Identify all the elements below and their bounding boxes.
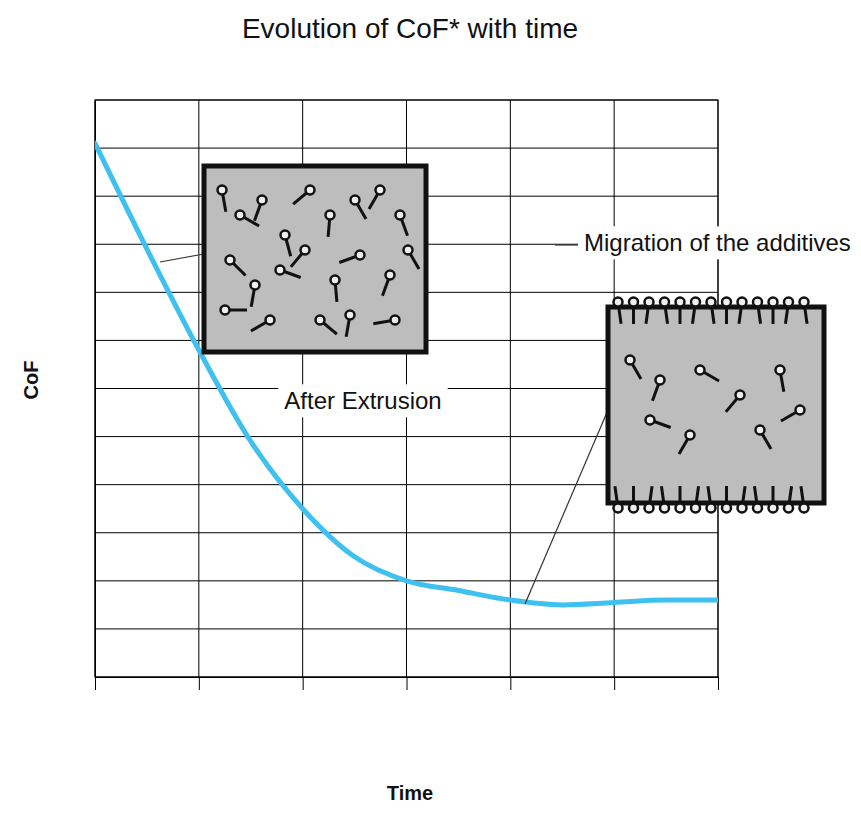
annotation: Migration of the additives (584, 229, 851, 256)
molecule-head (796, 406, 805, 415)
tick (614, 677, 615, 690)
molecule-head (226, 256, 235, 265)
molecule-head (386, 271, 395, 280)
molecule-head (645, 298, 654, 307)
molecule-head (776, 366, 785, 375)
molecule-head (738, 504, 747, 513)
inset (204, 166, 426, 352)
molecule-head (236, 211, 245, 220)
molecule-head (646, 416, 655, 425)
grid-line (95, 148, 718, 149)
molecule-head (722, 504, 731, 513)
tick (718, 677, 719, 690)
molecule-head (753, 504, 762, 513)
tick-mark (95, 677, 96, 690)
tick-mark (718, 677, 719, 690)
molecule-head (686, 431, 695, 440)
molecule-head (301, 246, 310, 255)
molecule-head (281, 231, 290, 240)
molecule-head (326, 211, 335, 220)
molecule-head (769, 298, 778, 307)
molecule-head (351, 196, 360, 205)
tick (510, 677, 511, 690)
molecule-head (707, 504, 716, 513)
leader-line (525, 410, 608, 604)
molecule-head (660, 504, 669, 513)
tick-mark (199, 677, 200, 690)
molecule-head (736, 391, 745, 400)
molecule-head (676, 504, 685, 513)
molecule-head (316, 316, 325, 325)
molecule-head (391, 316, 400, 325)
molecule-head (707, 298, 716, 307)
molecule-head (660, 298, 669, 307)
molecule-head (626, 356, 635, 365)
molecule-head (356, 251, 365, 260)
molecule-head (784, 504, 793, 513)
molecule-head (346, 311, 355, 320)
molecule-head (676, 298, 685, 307)
annotation-bg (278, 384, 447, 417)
molecule-head (276, 266, 285, 275)
molecule-head (645, 504, 654, 513)
molecule-head (756, 426, 765, 435)
leader-line (160, 254, 204, 262)
molecule-head (258, 196, 267, 205)
y-axis-title: CoF (20, 361, 42, 400)
molecule-head (614, 298, 623, 307)
molecule-head (266, 316, 275, 325)
molecule-head (306, 186, 315, 195)
molecule-head (784, 298, 793, 307)
molecule-head (656, 376, 665, 385)
molecule-head (251, 281, 260, 290)
tick-mark (510, 677, 511, 690)
grid-line (95, 532, 718, 533)
molecule-head (218, 186, 227, 195)
x-axis (96, 677, 719, 690)
tick (303, 677, 304, 690)
inset-box (608, 307, 824, 503)
tick-mark (303, 677, 304, 690)
molecule-head (404, 246, 413, 255)
molecule-head (691, 504, 700, 513)
molecule-head (396, 211, 405, 220)
tick-mark (407, 677, 408, 690)
molecule-head (331, 276, 340, 285)
inset-box (204, 166, 426, 352)
molecule-head (753, 298, 762, 307)
molecule-head (629, 504, 638, 513)
molecule-head (722, 298, 731, 307)
molecule-head (800, 504, 809, 513)
title: Evolution of CoF* with time (242, 13, 578, 44)
grid-line (95, 628, 718, 629)
molecule-head (614, 504, 623, 513)
inset (608, 298, 824, 513)
tick-mark (614, 677, 615, 690)
tick (407, 677, 408, 690)
annotation: After Extrusion (284, 387, 441, 414)
chart: After Extrusion Migration of the additive… (0, 0, 861, 814)
molecule-head (696, 366, 705, 375)
molecule-head (376, 186, 385, 195)
tick (95, 677, 96, 690)
molecule-head (800, 298, 809, 307)
molecule-head (629, 298, 638, 307)
x-axis-title: Time (387, 782, 433, 804)
annotation-bg (578, 226, 857, 259)
axis-line (96, 678, 719, 691)
molecule-head (738, 298, 747, 307)
molecule-head (691, 298, 700, 307)
tick (199, 677, 200, 690)
molecule-head (221, 306, 230, 315)
molecule-head (769, 504, 778, 513)
leader-line (555, 244, 578, 245)
